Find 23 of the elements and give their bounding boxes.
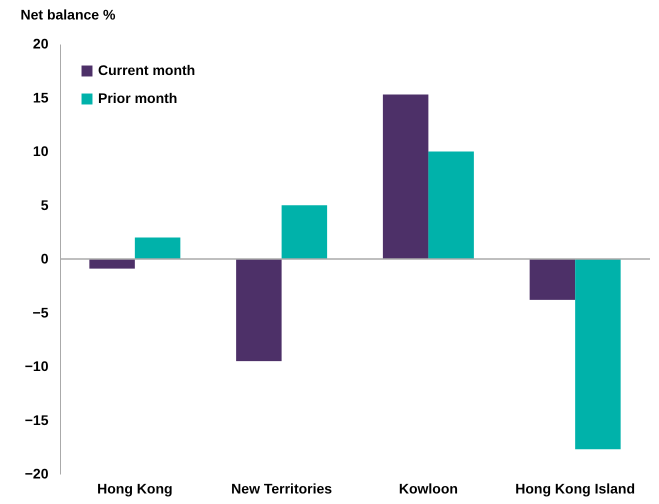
- y-tick-label: 10: [32, 143, 49, 159]
- x-tick-label: Hong Kong: [97, 480, 173, 496]
- y-tick-label: −10: [24, 358, 49, 374]
- y-tick-label: 5: [40, 196, 49, 213]
- x-tick-label: Hong Kong Island: [515, 480, 636, 496]
- bar: [530, 259, 576, 300]
- bar: [382, 94, 428, 259]
- legend-label: Current month: [98, 62, 196, 78]
- y-tick-label: 15: [32, 89, 49, 106]
- y-tick-label: 20: [32, 36, 49, 52]
- bar: [236, 259, 282, 362]
- y-tick-label: −5: [32, 304, 49, 320]
- bar: [134, 238, 180, 259]
- y-tick-label: −20: [24, 466, 49, 482]
- y-axis-title: Net balance %: [20, 6, 116, 22]
- y-tick-label: −15: [24, 412, 49, 428]
- y-tick-label: 0: [40, 250, 49, 266]
- x-tick-label: Kowloon: [398, 480, 458, 496]
- bar: [428, 152, 474, 259]
- x-tick-label: New Territories: [231, 480, 332, 496]
- bar: [575, 259, 621, 450]
- legend-label: Prior month: [98, 90, 178, 106]
- bar: [282, 205, 328, 259]
